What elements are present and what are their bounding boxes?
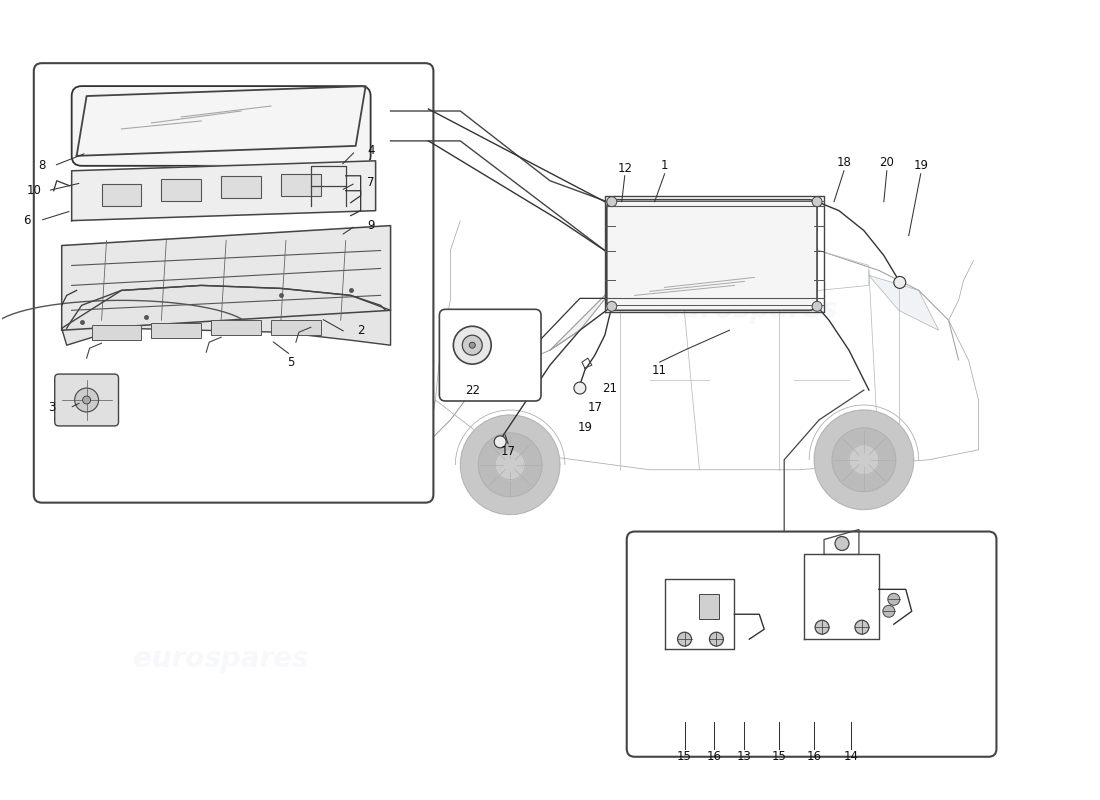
Text: 22: 22 [465, 383, 480, 397]
Circle shape [835, 537, 849, 550]
FancyBboxPatch shape [627, 531, 997, 757]
Text: 15: 15 [772, 750, 786, 763]
Text: 9: 9 [367, 219, 374, 232]
Text: 15: 15 [678, 750, 692, 763]
Text: 21: 21 [603, 382, 617, 394]
Circle shape [815, 620, 829, 634]
Polygon shape [869, 275, 938, 330]
Circle shape [710, 632, 724, 646]
Text: 19: 19 [578, 422, 593, 434]
Text: 17: 17 [587, 402, 603, 414]
Polygon shape [550, 281, 619, 350]
Polygon shape [478, 433, 542, 497]
Circle shape [855, 620, 869, 634]
Text: 7: 7 [367, 176, 374, 190]
Polygon shape [664, 579, 735, 649]
Circle shape [812, 302, 822, 311]
Bar [101, 184, 142, 206]
Text: eurospares: eurospares [133, 296, 309, 324]
Text: 20: 20 [879, 156, 894, 170]
Text: 16: 16 [806, 750, 822, 763]
Text: 13: 13 [737, 750, 751, 763]
Text: 11: 11 [652, 364, 667, 377]
FancyBboxPatch shape [72, 86, 371, 166]
Text: eurospares: eurospares [661, 296, 837, 324]
Text: 18: 18 [836, 156, 851, 170]
Polygon shape [495, 450, 525, 480]
Polygon shape [824, 530, 859, 554]
Text: 3: 3 [48, 402, 55, 414]
Polygon shape [814, 410, 914, 510]
Text: 17: 17 [500, 446, 516, 458]
Bar [91, 326, 142, 340]
Circle shape [607, 197, 617, 206]
FancyBboxPatch shape [34, 63, 433, 502]
FancyBboxPatch shape [55, 374, 119, 426]
Polygon shape [62, 226, 390, 330]
Text: 12: 12 [617, 162, 632, 175]
Text: 5: 5 [287, 356, 295, 369]
Circle shape [75, 388, 99, 412]
Bar [221, 176, 261, 198]
Text: 2: 2 [356, 324, 364, 337]
Circle shape [494, 436, 506, 448]
Circle shape [470, 342, 475, 348]
Circle shape [678, 632, 692, 646]
Bar [271, 320, 321, 335]
Circle shape [453, 326, 492, 364]
Circle shape [888, 594, 900, 606]
Text: 19: 19 [913, 159, 928, 172]
Bar [280, 174, 321, 196]
Bar [211, 320, 261, 335]
Circle shape [812, 197, 822, 206]
Bar [152, 323, 201, 338]
Bar [700, 594, 719, 619]
Text: 14: 14 [844, 750, 858, 763]
Text: 1: 1 [661, 159, 669, 172]
Polygon shape [804, 554, 879, 639]
Polygon shape [62, 286, 390, 345]
Text: eurospares: eurospares [133, 645, 309, 673]
Circle shape [462, 335, 482, 355]
Text: 10: 10 [26, 184, 41, 198]
Text: 8: 8 [39, 159, 45, 172]
FancyBboxPatch shape [607, 200, 817, 310]
Text: 16: 16 [707, 750, 722, 763]
Bar [162, 178, 201, 201]
Circle shape [894, 277, 905, 288]
Text: eurospares: eurospares [661, 645, 837, 673]
Circle shape [607, 302, 617, 311]
Polygon shape [77, 86, 365, 156]
Circle shape [883, 606, 894, 618]
Circle shape [574, 382, 586, 394]
Text: 6: 6 [23, 214, 31, 227]
Polygon shape [849, 445, 879, 474]
Polygon shape [72, 161, 375, 221]
Polygon shape [832, 428, 895, 492]
FancyBboxPatch shape [439, 310, 541, 401]
Circle shape [82, 396, 90, 404]
Text: 4: 4 [367, 144, 374, 158]
Polygon shape [461, 415, 560, 514]
